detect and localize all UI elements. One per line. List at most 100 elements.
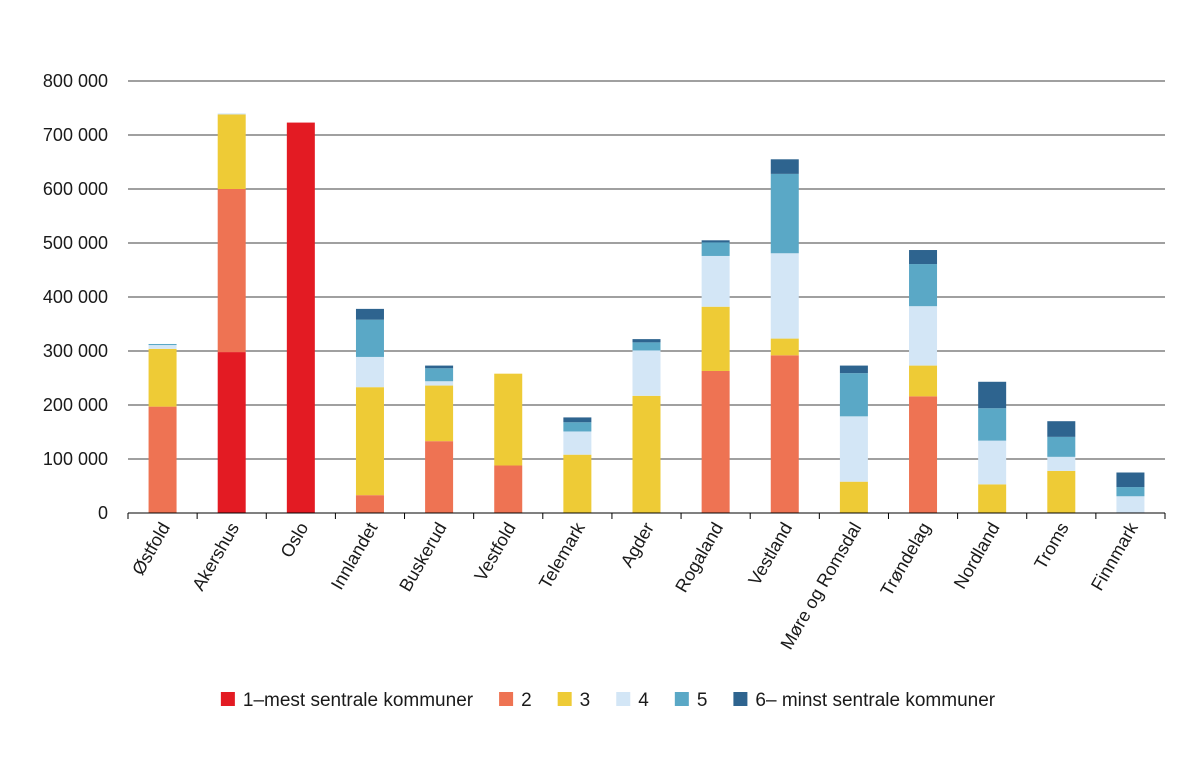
bar-segment [770,338,799,356]
bar-segment [563,417,592,423]
bar-segment [909,264,938,307]
bar-segment [770,173,799,254]
bar-segment [632,350,661,396]
bar-segment [425,368,454,382]
bar-segment [632,342,661,351]
legend-swatch [220,692,235,706]
bar-segment [217,113,246,115]
bar-segment [839,416,868,482]
bar-segment [978,381,1007,409]
bar-segment [1116,487,1145,497]
x-category-label: Oslo [276,519,312,561]
bar-segment [1047,436,1076,457]
x-category-label: Buskerud [395,519,450,595]
bar-segment [355,356,384,388]
bar-segment [148,348,177,407]
legend-label: 1–mest sentrale kommuner [243,690,474,711]
x-category-label: Østfold [128,519,174,578]
bar-segment [701,242,730,256]
bar-segment [839,373,868,417]
y-tick-label: 0 [98,503,108,523]
bar-segment [770,355,799,513]
bar-segment [1047,421,1076,437]
x-category-label: Vestland [744,519,796,589]
bar-segment [355,387,384,496]
legend-label: 4 [638,690,649,711]
bar-segment [978,440,1007,485]
bar-segment [1116,496,1145,513]
y-tick-label: 200 000 [43,395,108,415]
x-category-label: Agder [617,519,658,571]
bar-segment [148,343,177,346]
bar-segment [1047,456,1076,471]
bar-segment [217,114,246,189]
bar-segment [839,481,868,513]
x-category-label: Rogaland [671,519,727,596]
y-axis-ticks: 0 100 000 200 000 300 000 400 000 500 000 600 … [43,71,108,523]
bar-segment [701,240,730,243]
bar-segment [770,159,799,174]
x-category-label: Telemark [535,518,589,592]
legend-swatch [674,692,689,706]
x-category-label: Innlandet [327,519,381,593]
bar-segment [1047,470,1076,513]
bar-segment [909,396,938,513]
bar-segment [355,308,384,320]
bars [148,113,1145,513]
bar-segment [494,373,523,466]
bar-segment [148,345,177,349]
bar-segment [425,381,454,386]
bar-segment [632,395,661,513]
bar-segment [563,454,592,513]
bar-segment [563,422,592,432]
bar-segment [425,441,454,513]
bar-segment [148,406,177,513]
bar-segment [355,319,384,357]
x-category-label: Nordland [950,519,1004,592]
bar-segment [909,306,938,366]
x-axis [127,512,1166,519]
y-tick-label: 700 000 [43,125,108,145]
legend-label: 3 [580,690,591,711]
bar-segment [425,365,454,369]
legend-swatch [733,692,748,706]
legend-swatch [557,692,572,706]
bar-segment [563,431,592,455]
y-tick-label: 400 000 [43,287,108,307]
x-category-label: Akershus [188,519,243,594]
bar-segment [701,255,730,307]
x-category-label: Trøndelag [876,519,934,599]
x-axis-labels: Østfold Akershus Oslo Innlandet Buskerud Vest… [128,518,1142,653]
x-category-label: Troms [1030,519,1072,573]
legend-swatch [616,692,631,706]
legend: 1–mest sentrale kommuner 2 3 4 5 6– minst sen… [220,690,996,711]
bar-segment [1116,472,1145,488]
legend-label: 5 [697,690,708,711]
legend-label: 2 [521,690,532,711]
bar-segment [355,495,384,513]
bar-segment [978,408,1007,441]
bar-segment [978,484,1007,513]
y-tick-label: 600 000 [43,179,108,199]
bar-segment [839,365,868,374]
y-tick-label: 100 000 [43,449,108,469]
bar-segment [701,370,730,513]
legend-label: 6– minst sentrale kommuner [755,690,995,711]
x-category-label: Finnmark [1087,518,1142,594]
bar-segment [701,306,730,371]
bar-segment [217,352,246,513]
y-tick-label: 300 000 [43,341,108,361]
x-category-label: Vestfold [470,519,519,584]
bar-segment [494,465,523,513]
bar-segment [632,339,661,343]
bar-segment [909,250,938,265]
bar-segment [425,385,454,442]
y-tick-label: 800 000 [43,71,108,91]
y-tick-label: 500 000 [43,233,108,253]
bar-segment [770,253,799,339]
bar-segment [286,122,315,513]
legend-swatch [499,692,514,706]
bar-segment [909,365,938,397]
